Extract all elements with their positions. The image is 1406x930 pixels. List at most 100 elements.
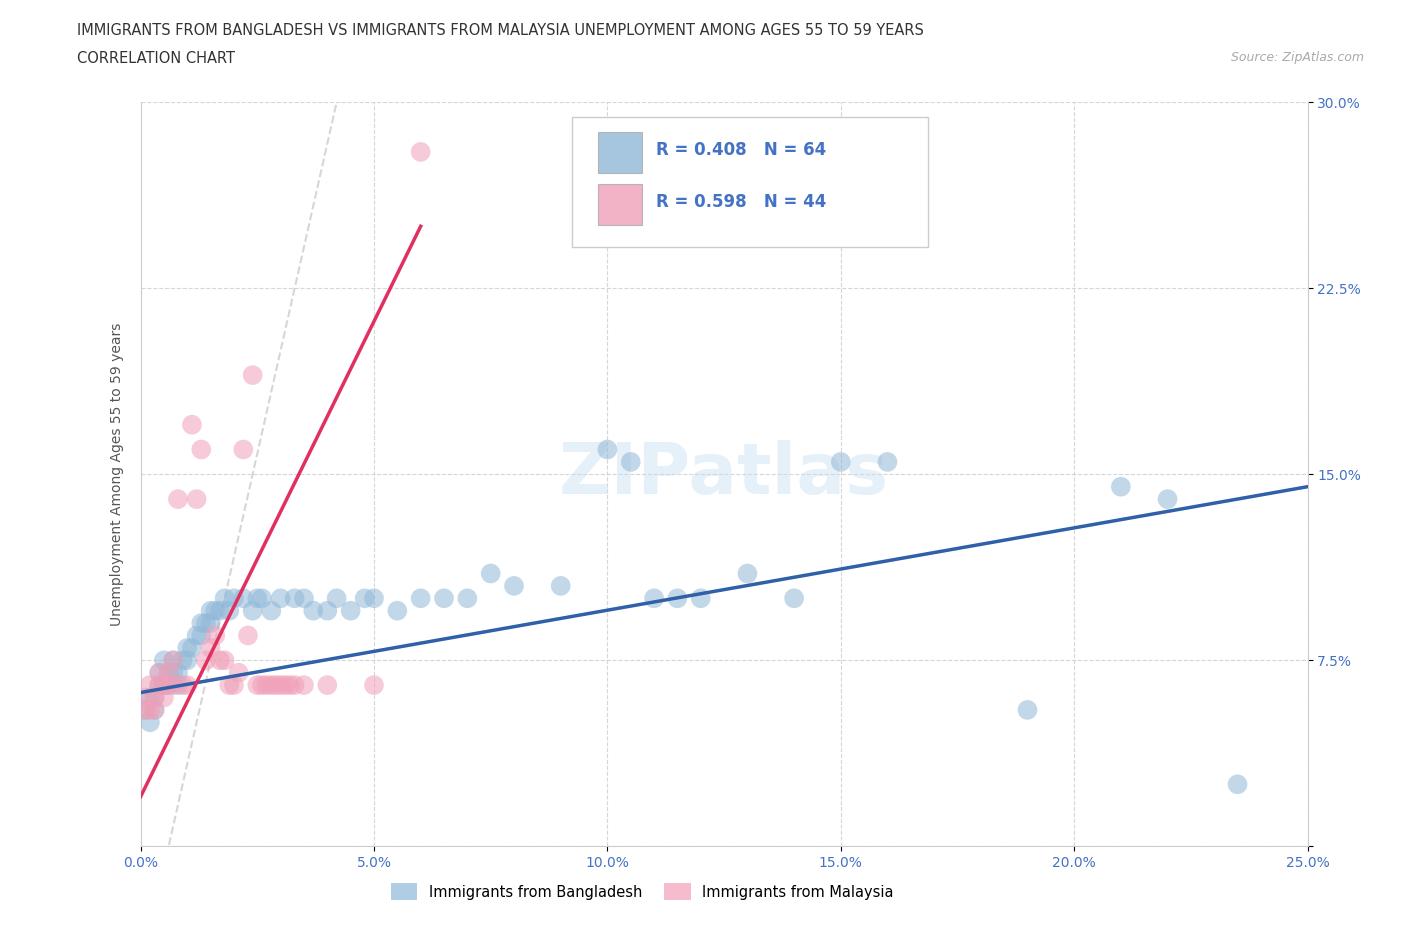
Point	[190, 628, 212, 643]
Point	[172, 678, 194, 693]
Point	[264, 678, 287, 693]
Point	[479, 566, 502, 581]
Point	[666, 591, 689, 605]
Point	[316, 604, 339, 618]
Point	[200, 641, 222, 656]
Point	[157, 665, 180, 680]
Bar	[598, 184, 643, 225]
Point	[242, 604, 264, 618]
Point	[620, 455, 643, 470]
Point	[222, 591, 245, 605]
Point	[783, 591, 806, 605]
Point	[181, 641, 204, 656]
Point	[194, 616, 217, 631]
Point	[363, 591, 385, 605]
Point	[876, 455, 898, 470]
Point	[148, 678, 170, 693]
Point	[503, 578, 526, 593]
Point	[246, 591, 269, 605]
Point	[387, 604, 409, 618]
Point	[214, 591, 236, 605]
Point	[737, 566, 759, 581]
Text: ZIPatlas: ZIPatlas	[560, 440, 889, 509]
Point	[167, 492, 190, 507]
Point	[186, 492, 208, 507]
Point	[186, 628, 208, 643]
Point	[157, 678, 180, 693]
Point	[260, 604, 283, 618]
Bar	[598, 132, 643, 173]
Point	[292, 678, 315, 693]
Point	[162, 653, 184, 668]
Point	[208, 604, 231, 618]
Point	[246, 678, 269, 693]
Y-axis label: Unemployment Among Ages 55 to 59 years: Unemployment Among Ages 55 to 59 years	[110, 323, 124, 626]
Point	[134, 690, 156, 705]
Point	[1017, 702, 1039, 717]
Point	[1109, 479, 1132, 494]
Point	[190, 616, 212, 631]
Legend: Immigrants from Bangladesh, Immigrants from Malaysia: Immigrants from Bangladesh, Immigrants f…	[385, 878, 900, 906]
Point	[1226, 777, 1249, 791]
Point	[256, 678, 278, 693]
Point	[153, 690, 176, 705]
Point	[200, 616, 222, 631]
Point	[302, 604, 325, 618]
Point	[222, 678, 245, 693]
Point	[143, 690, 166, 705]
Point	[218, 678, 240, 693]
Point	[218, 604, 240, 618]
Point	[353, 591, 375, 605]
Point	[1156, 492, 1178, 507]
Point	[260, 678, 283, 693]
Point	[139, 678, 162, 693]
Point	[232, 591, 254, 605]
Point	[153, 653, 176, 668]
Point	[278, 678, 301, 693]
Point	[316, 678, 339, 693]
Point	[176, 653, 198, 668]
Point	[363, 678, 385, 693]
Point	[139, 690, 162, 705]
Point	[208, 653, 231, 668]
Point	[139, 715, 162, 730]
Point	[143, 702, 166, 717]
Point	[194, 653, 217, 668]
Point	[204, 604, 226, 618]
Point	[596, 442, 619, 457]
Point	[143, 690, 166, 705]
Point	[242, 367, 264, 382]
Point	[167, 665, 190, 680]
Point	[409, 591, 432, 605]
Point	[250, 591, 273, 605]
Point	[284, 678, 307, 693]
Point	[157, 665, 180, 680]
Point	[250, 678, 273, 693]
Point	[214, 653, 236, 668]
Point	[190, 442, 212, 457]
Point	[134, 702, 156, 717]
Point	[643, 591, 665, 605]
Point	[181, 418, 204, 432]
Point	[339, 604, 361, 618]
Point	[325, 591, 347, 605]
Text: R = 0.408   N = 64: R = 0.408 N = 64	[657, 141, 827, 159]
Point	[200, 604, 222, 618]
Text: IMMIGRANTS FROM BANGLADESH VS IMMIGRANTS FROM MALAYSIA UNEMPLOYMENT AMONG AGES 5: IMMIGRANTS FROM BANGLADESH VS IMMIGRANTS…	[77, 23, 924, 38]
Point	[157, 678, 180, 693]
Point	[148, 665, 170, 680]
Text: Source: ZipAtlas.com: Source: ZipAtlas.com	[1230, 51, 1364, 64]
Point	[292, 591, 315, 605]
Point	[409, 144, 432, 159]
Point	[228, 665, 250, 680]
Point	[270, 591, 292, 605]
Point	[236, 628, 259, 643]
Point	[162, 678, 184, 693]
Point	[176, 641, 198, 656]
Point	[284, 591, 307, 605]
Point	[689, 591, 711, 605]
FancyBboxPatch shape	[572, 117, 928, 247]
Point	[167, 678, 190, 693]
Point	[139, 702, 162, 717]
Point	[176, 678, 198, 693]
